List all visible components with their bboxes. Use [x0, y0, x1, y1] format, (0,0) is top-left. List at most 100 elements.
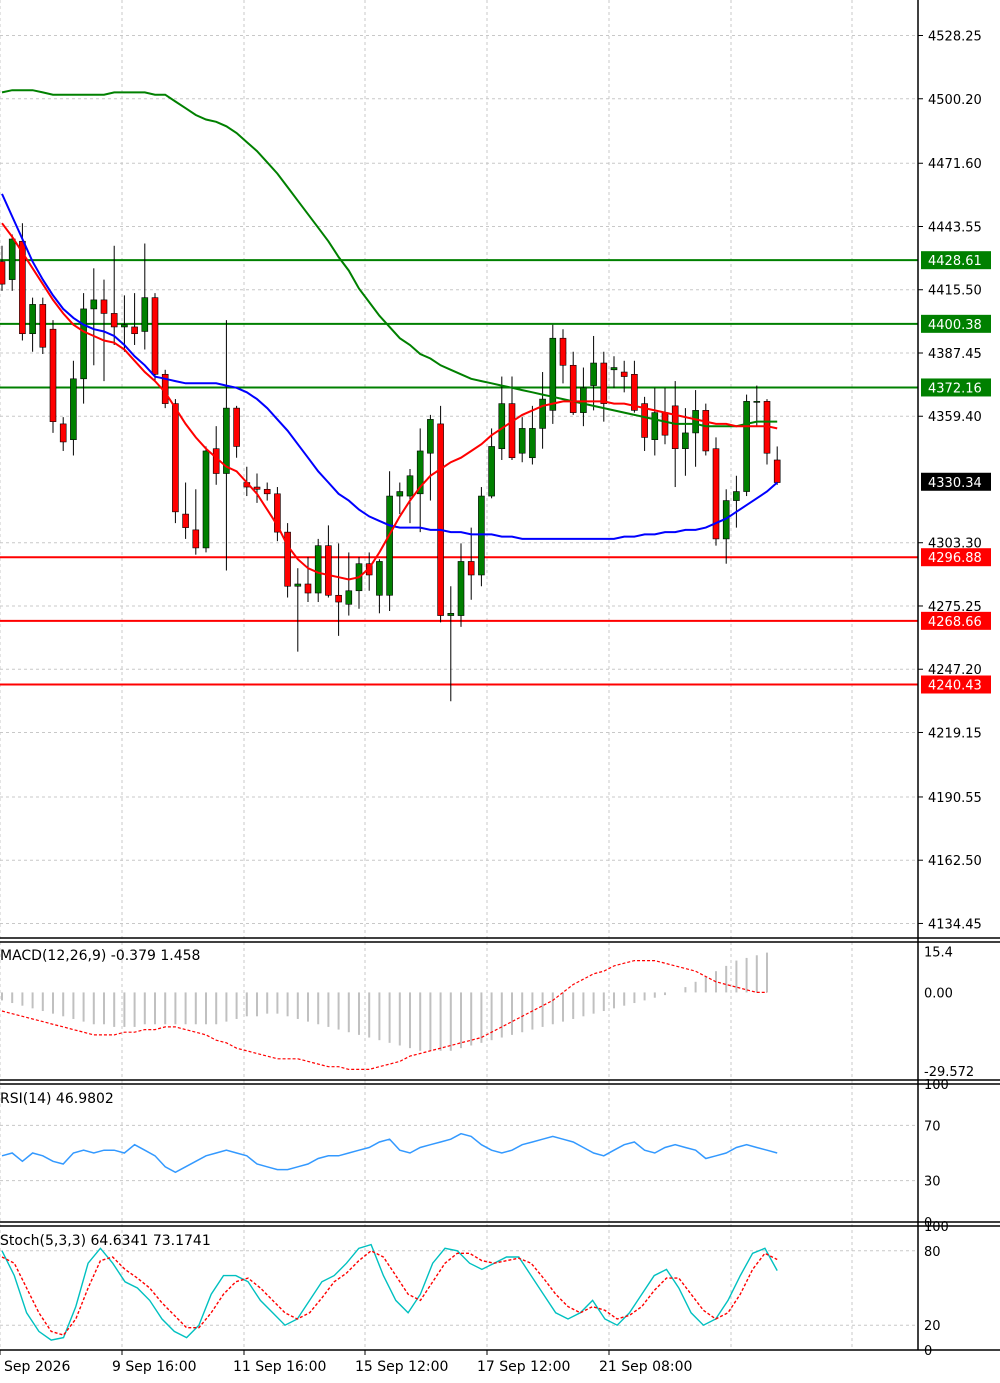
- level-price-label: 4240.43: [928, 678, 982, 693]
- moving-average-line: [1, 89, 778, 428]
- bearish-candle: [49, 328, 57, 422]
- macd-tick-label: -29.572: [924, 1065, 974, 1080]
- bullish-candle: [549, 337, 557, 411]
- bearish-candle: [335, 594, 342, 603]
- bullish-candle: [692, 410, 699, 434]
- bearish-candle: [508, 403, 516, 459]
- bullish-candle: [478, 495, 485, 576]
- time-tick-label: 15 Sep 12:00: [355, 1359, 448, 1375]
- price-tick-label: 4471.60: [928, 157, 982, 172]
- macd-panel: [1, 952, 768, 1071]
- price-tick-label: 4219.15: [928, 726, 982, 741]
- bearish-candle: [192, 529, 200, 549]
- bullish-candle: [223, 407, 230, 474]
- level-price-tag: [921, 251, 991, 270]
- bullish-candle: [682, 432, 689, 450]
- price-tick-label: 4443.55: [928, 220, 982, 235]
- bullish-candle: [396, 491, 404, 497]
- bearish-candle: [620, 371, 628, 377]
- bullish-candle: [70, 378, 77, 440]
- rsi-title: RSI(14) 46.9802: [0, 1091, 114, 1107]
- bearish-candle: [467, 561, 475, 576]
- bearish-candle: [304, 583, 312, 594]
- bearish-candle: [631, 373, 638, 411]
- bullish-candle: [386, 495, 393, 596]
- price-tick-label: 4387.45: [928, 347, 982, 362]
- time-tick-label: 11 Sep 16:00: [233, 1359, 326, 1375]
- bullish-candle: [733, 491, 740, 501]
- panel-frames: [0, 0, 1000, 1351]
- price-tick-label: 4415.50: [928, 284, 982, 299]
- bullish-candle: [294, 583, 302, 587]
- moving-averages: [1, 89, 778, 581]
- current-price-label: 4330.34: [928, 476, 982, 491]
- macd-tick-label: 15.4: [924, 946, 953, 961]
- price-tick-label: 4134.45: [928, 917, 982, 932]
- bullish-candle: [580, 387, 587, 413]
- macd-title: MACD(12,26,9) -0.379 1.458: [0, 948, 200, 964]
- moving-average-line: [1, 193, 778, 540]
- bullish-candle: [518, 428, 526, 454]
- bearish-candle: [0, 261, 6, 285]
- bullish-candle: [141, 297, 149, 332]
- bearish-candle: [100, 299, 108, 314]
- bearish-candle: [325, 545, 332, 596]
- moving-average-line: [1, 222, 778, 581]
- price-axis: 4528.25 4500.20 4471.60 4443.55 4415.50 4387.…: [918, 30, 991, 1359]
- bullish-candle: [29, 304, 36, 335]
- stoch-tick-label: 80: [924, 1245, 941, 1260]
- level-price-tag: [921, 675, 991, 694]
- support-resistance-lines: [0, 259, 918, 686]
- bearish-candle: [671, 405, 679, 450]
- bullish-candle: [406, 475, 414, 497]
- level-price-label: 4268.66: [928, 615, 982, 630]
- time-axis: Sep 2026 9 Sep 16:00 11 Sep 16:00 15 Sep 12…: [0, 1350, 692, 1375]
- bullish-candle: [80, 308, 87, 380]
- bearish-candle: [559, 337, 567, 366]
- stoch-tick-label: 100: [924, 1220, 949, 1235]
- bearish-candle: [233, 407, 240, 447]
- level-price-label: 4428.61: [928, 254, 982, 269]
- bearish-candle: [263, 488, 271, 495]
- bearish-candle: [59, 423, 67, 443]
- level-price-tag: [921, 548, 991, 567]
- bearish-candle: [274, 493, 281, 533]
- bearish-candle: [661, 412, 669, 436]
- price-tick-label: 4275.25: [928, 600, 982, 615]
- price-tick-label: 4528.25: [928, 30, 982, 45]
- bullish-candle: [753, 401, 761, 403]
- bullish-candle: [376, 561, 383, 596]
- bearish-candle: [212, 448, 220, 474]
- bullish-candle: [529, 428, 536, 459]
- rsi-tick-label: 0: [924, 1216, 932, 1231]
- bearish-candle: [151, 297, 159, 375]
- rsi-tick-label: 100: [924, 1078, 949, 1093]
- price-tick-label: 4247.20: [928, 663, 982, 678]
- time-tick-label: 9 Sep 16:00: [112, 1359, 197, 1375]
- level-price-tag: [921, 378, 991, 397]
- rsi-tick-label: 70: [924, 1119, 941, 1134]
- bearish-candle: [253, 486, 261, 490]
- bullish-candle: [447, 613, 455, 616]
- stoch-signal-line: [1, 1249, 778, 1336]
- stoch-title: Stoch(5,3,3) 64.6341 73.1741: [0, 1233, 211, 1249]
- macd-signal-line: [1, 959, 767, 1071]
- stoch-tick-label: 0: [924, 1344, 932, 1359]
- level-price-label: 4372.16: [928, 381, 982, 396]
- candlesticks: [0, 223, 781, 702]
- bearish-candle: [39, 304, 47, 348]
- price-tick-label: 4190.55: [928, 791, 982, 806]
- bullish-candle: [314, 545, 322, 594]
- bullish-candle: [651, 412, 659, 440]
- rsi-tick-label: 30: [924, 1175, 941, 1190]
- stoch-tick-label: 20: [924, 1319, 941, 1334]
- bullish-candle: [610, 367, 618, 371]
- bullish-candle: [345, 590, 353, 605]
- bearish-candle: [569, 364, 577, 413]
- macd-tick-label: 0.00: [924, 986, 953, 1001]
- bearish-candle: [172, 403, 179, 513]
- level-price-tag: [921, 314, 991, 333]
